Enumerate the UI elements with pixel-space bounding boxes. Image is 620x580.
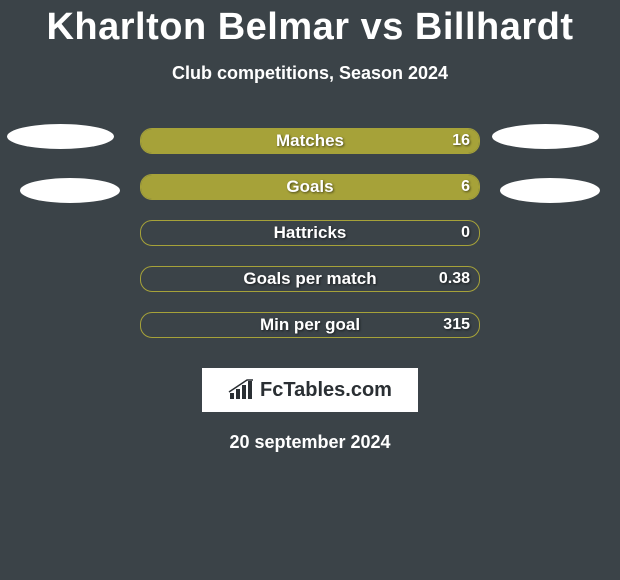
bar-container	[140, 312, 480, 338]
page-title: Kharlton Belmar vs Billhardt	[0, 0, 620, 49]
bar-fill	[141, 129, 479, 153]
stat-row: Min per goal315	[0, 312, 620, 338]
logo-text: FcTables.com	[260, 379, 392, 402]
bar-container	[140, 174, 480, 200]
logo-box: FcTables.com	[202, 368, 418, 412]
stat-rows: Matches16Goals6Hattricks0Goals per match…	[0, 128, 620, 338]
placeholder-ellipse	[500, 178, 600, 203]
placeholder-ellipse	[492, 124, 599, 149]
bar-container	[140, 220, 480, 246]
bar-container	[140, 266, 480, 292]
date-text: 20 september 2024	[0, 432, 620, 453]
bar-fill	[141, 175, 479, 199]
placeholder-ellipse	[7, 124, 114, 149]
stat-row: Goals per match0.38	[0, 266, 620, 292]
subtitle: Club competitions, Season 2024	[0, 63, 620, 84]
bar-container	[140, 128, 480, 154]
stat-row: Hattricks0	[0, 220, 620, 246]
placeholder-ellipse	[20, 178, 120, 203]
logo-chart-icon	[228, 379, 254, 401]
